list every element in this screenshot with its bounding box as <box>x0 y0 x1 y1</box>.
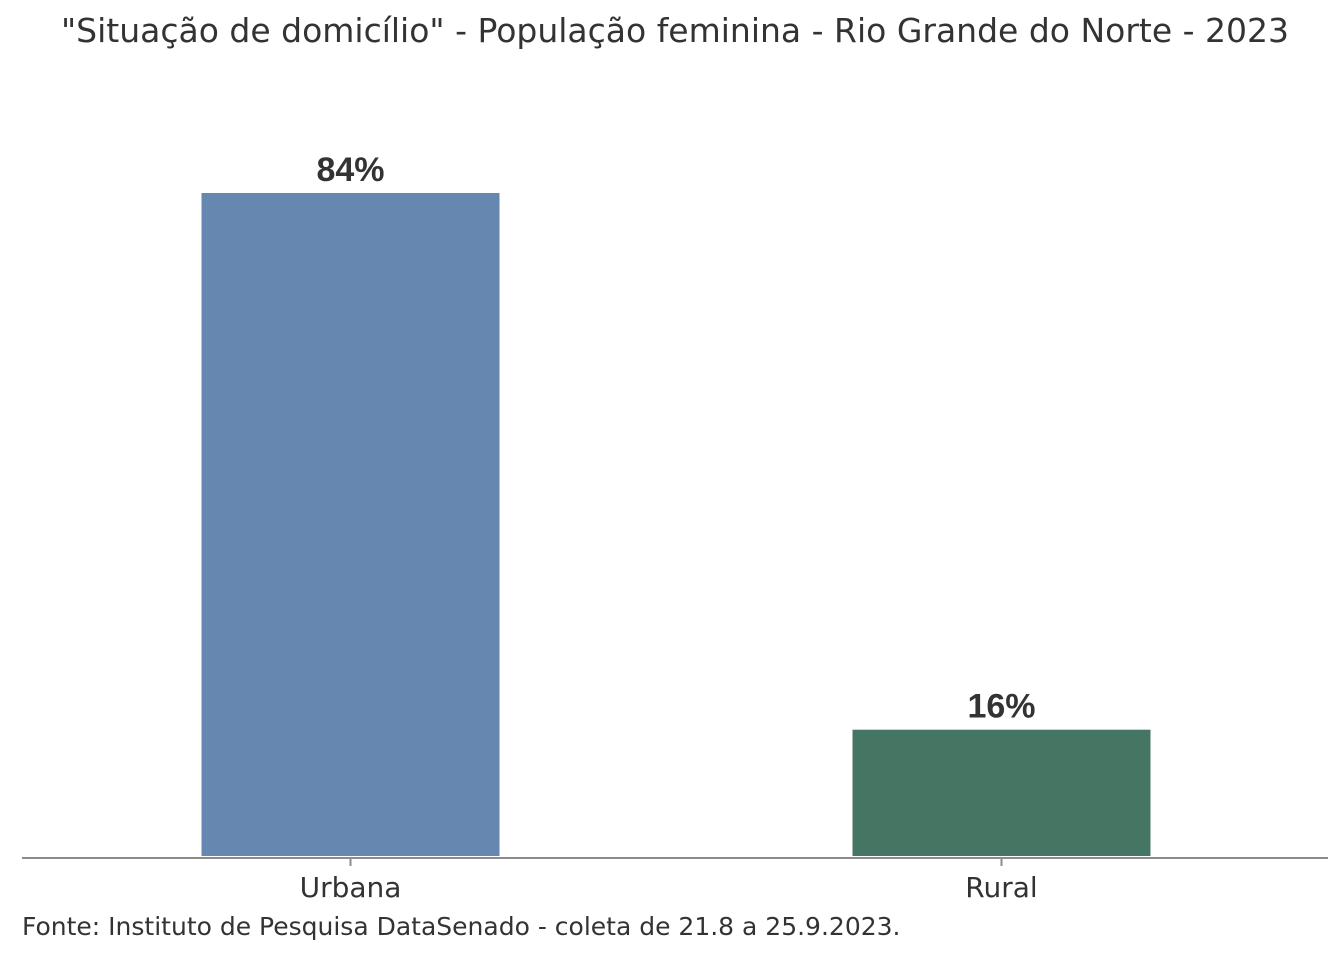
bar-rural <box>852 729 1151 856</box>
x-axis-ticks <box>349 858 1003 866</box>
source-note: Fonte: Instituto de Pesquisa DataSenado … <box>22 912 901 941</box>
x-tick-label-urbana: Urbana <box>300 871 402 904</box>
data-label-urbana: 84% <box>316 151 384 189</box>
x-tick-label-rural: Rural <box>965 871 1037 904</box>
data-label-rural: 16% <box>967 688 1035 726</box>
labels-layer: 84% Urbana 16% Rural <box>300 151 1038 904</box>
chart-title: "Situação de domicílio" - População femi… <box>60 11 1290 50</box>
bars-layer <box>201 193 1151 856</box>
bar-urbana <box>201 193 500 856</box>
